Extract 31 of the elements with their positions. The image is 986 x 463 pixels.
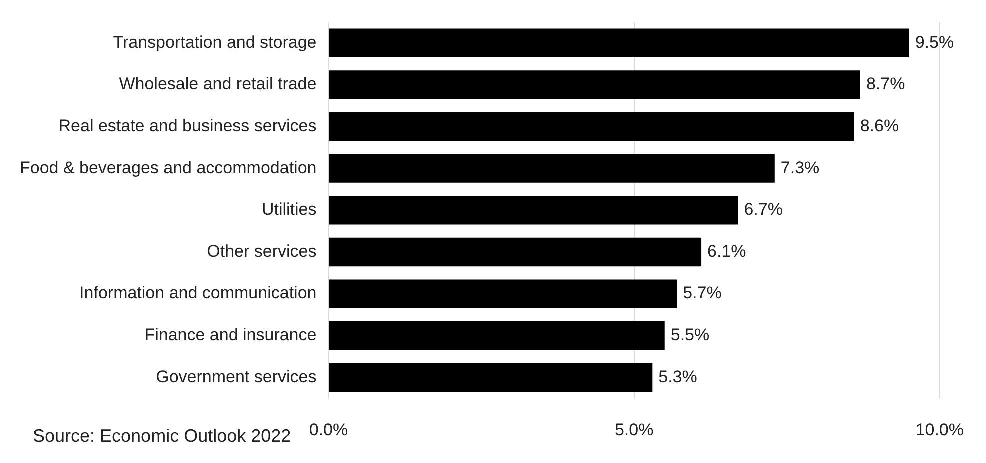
bar — [329, 196, 738, 225]
y-tick-label: Wholesale and retail trade — [119, 74, 317, 94]
bar — [329, 363, 653, 392]
y-tick-label: Food & beverages and accommodation — [20, 158, 317, 178]
bar — [329, 154, 775, 183]
y-tick-label: Transportation and storage — [113, 32, 317, 52]
y-tick-label: Government services — [156, 367, 317, 386]
data-label: 8.6% — [860, 116, 900, 136]
data-label: 8.7% — [866, 74, 906, 94]
x-tick-label: 10.0% — [916, 420, 964, 440]
y-tick-label: Information and communication — [80, 284, 317, 303]
y-tick-label: Real estate and business services — [58, 116, 317, 136]
bar — [329, 70, 860, 100]
bar — [329, 280, 678, 308]
y-tick-label: Finance and insurance — [144, 326, 317, 345]
data-label: 5.7% — [683, 284, 722, 303]
data-label: 5.5% — [670, 326, 710, 345]
y-tick-label: Other services — [207, 242, 317, 261]
data-label: 9.5% — [915, 32, 954, 52]
y-tick-label: Utilities — [262, 200, 317, 220]
bar — [329, 322, 665, 350]
bar — [329, 112, 854, 142]
data-label: 6.1% — [708, 242, 746, 261]
x-tick-label: 0.0% — [309, 420, 348, 440]
data-label: 5.3% — [658, 367, 698, 386]
data-label: 7.3% — [780, 158, 820, 178]
source-note: Source: Economic Outlook 2022 — [33, 426, 292, 447]
x-tick-label: 5.0% — [614, 420, 654, 440]
bar — [329, 28, 910, 58]
bar — [329, 238, 702, 267]
data-label: 6.7% — [744, 200, 783, 220]
